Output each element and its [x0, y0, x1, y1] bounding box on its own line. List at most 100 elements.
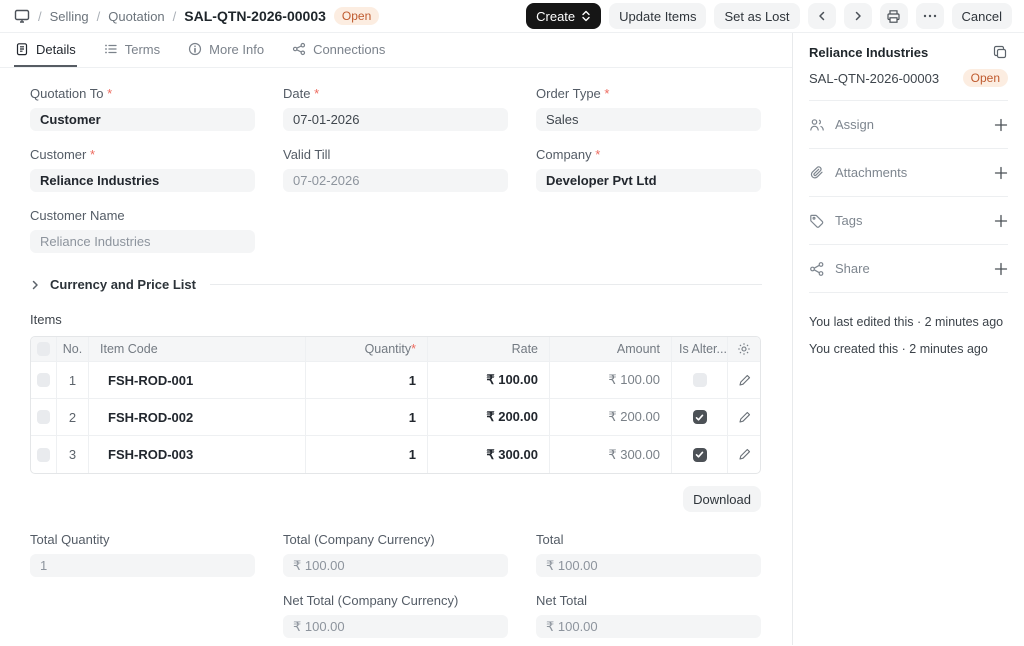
download-button[interactable]: Download: [683, 486, 761, 512]
is-alternative-checkbox[interactable]: [692, 410, 707, 424]
tab-details[interactable]: Details: [14, 33, 77, 67]
sidebar-item-tags[interactable]: Tags: [809, 197, 1008, 245]
total-company-currency-value: ₹ 100.00: [283, 554, 508, 577]
row-select-checkbox[interactable]: [37, 373, 50, 387]
row-select-checkbox[interactable]: [37, 410, 50, 424]
company-input[interactable]: Developer Pvt Ltd: [536, 169, 761, 192]
sidebar-attachments-label: Attachments: [835, 165, 908, 180]
create-button[interactable]: Create: [526, 3, 602, 29]
section-divider: [209, 284, 762, 285]
table-settings-gear-icon[interactable]: [728, 337, 760, 362]
field-date: Date 07-01-2026: [283, 86, 508, 131]
copy-icon[interactable]: [993, 45, 1008, 60]
breadcrumb-separator: /: [38, 8, 42, 24]
item-code-cell[interactable]: FSH-ROD-002: [89, 399, 306, 436]
is-alternative-checkbox[interactable]: [692, 447, 707, 462]
sidebar-assign-label: Assign: [835, 117, 875, 132]
tab-bar: Details Terms More Info Connections: [0, 33, 792, 68]
tab-details-label: Details: [36, 41, 76, 57]
field-quotation-to: Quotation To Customer: [30, 86, 255, 131]
sidebar-item-attachments[interactable]: Attachments: [809, 149, 1008, 197]
column-header-quantity: Quantity: [306, 337, 428, 362]
set-as-lost-button[interactable]: Set as Lost: [714, 3, 800, 29]
cancel-button[interactable]: Cancel: [951, 3, 1012, 29]
field-customer-name: Customer Name Reliance Industries: [30, 208, 255, 253]
field-valid-till: Valid Till 07-02-2026: [283, 147, 508, 192]
quotation-to-input[interactable]: Customer: [30, 108, 255, 131]
field-total-quantity: Total Quantity 1: [30, 532, 255, 577]
details-form: Quotation To Customer Date 07-01-2026 Or…: [0, 68, 792, 638]
quantity-cell[interactable]: 1: [306, 399, 428, 436]
total-label: Total: [536, 532, 564, 547]
column-header-amount: Amount: [550, 337, 672, 362]
tab-connections[interactable]: Connections: [291, 33, 386, 67]
next-document-button[interactable]: [843, 3, 872, 29]
field-net-total-company-currency: Net Total (Company Currency) ₹ 100.00: [283, 593, 508, 638]
add-share-plus-icon[interactable]: [994, 262, 1008, 276]
more-menu-button[interactable]: [915, 3, 944, 29]
tab-more-info-label: More Info: [209, 41, 265, 57]
totals-section: Total Quantity 1 Total (Company Currency…: [30, 532, 762, 638]
customer-name-input[interactable]: Reliance Industries: [30, 230, 255, 253]
total-company-currency-label: Total (Company Currency): [283, 532, 435, 547]
activity-edited-text: You last edited this · 2 minutes ago: [809, 315, 1004, 329]
sidebar-item-assign[interactable]: Assign: [809, 101, 1008, 149]
rate-cell[interactable]: ₹ 300.00: [428, 436, 550, 473]
add-attachment-plus-icon[interactable]: [994, 166, 1008, 180]
print-button[interactable]: [879, 3, 908, 29]
currency-price-list-section-title: Currency and Price List: [50, 277, 196, 292]
quantity-cell[interactable]: 1: [306, 436, 428, 473]
item-code-cell[interactable]: FSH-ROD-003: [89, 436, 306, 473]
select-all-checkbox[interactable]: [37, 342, 50, 356]
field-net-total: Net Total ₹ 100.00: [536, 593, 761, 638]
breadcrumb-quotation[interactable]: Quotation: [108, 8, 165, 24]
date-input[interactable]: 07-01-2026: [283, 108, 508, 131]
row-select-checkbox[interactable]: [37, 447, 50, 462]
currency-price-list-section-toggle[interactable]: Currency and Price List: [30, 277, 762, 292]
workspace-monitor-icon[interactable]: [14, 8, 30, 24]
update-items-button[interactable]: Update Items: [609, 3, 707, 29]
status-badge: Open: [333, 7, 380, 25]
tab-connections-label: Connections: [313, 41, 386, 57]
edit-row-pencil-icon[interactable]: [728, 436, 760, 473]
field-order-type: Order Type Sales: [536, 86, 761, 131]
topbar-actions: Create Update Items Set as Lost Cancel: [526, 3, 1012, 29]
breadcrumb: / Selling / Quotation / SAL-QTN-2026-000…: [14, 7, 380, 25]
table-row: 2 FSH-ROD-002 1 ₹ 200.00 ₹ 200.00: [31, 399, 760, 436]
tab-terms[interactable]: Terms: [103, 33, 161, 67]
order-type-input[interactable]: Sales: [536, 108, 761, 131]
customer-label: Customer: [30, 147, 255, 162]
quantity-cell[interactable]: 1: [306, 362, 428, 399]
field-customer: Customer Reliance Industries: [30, 147, 255, 192]
create-button-label: Create: [536, 8, 576, 24]
column-header-no: No.: [57, 337, 89, 362]
row-number: 3: [57, 436, 89, 473]
edit-row-pencil-icon[interactable]: [728, 362, 760, 399]
add-tag-plus-icon[interactable]: [994, 214, 1008, 228]
sidebar-item-share[interactable]: Share: [809, 245, 1008, 293]
total-quantity-label: Total Quantity: [30, 532, 110, 547]
order-type-label: Order Type: [536, 86, 761, 101]
edit-row-pencil-icon[interactable]: [728, 399, 760, 436]
main-panel: Details Terms More Info Connections Quot…: [0, 33, 792, 645]
rate-cell[interactable]: ₹ 100.00: [428, 362, 550, 399]
rate-cell[interactable]: ₹ 200.00: [428, 399, 550, 436]
net-total-company-currency-label: Net Total (Company Currency): [283, 593, 459, 608]
tab-more-info[interactable]: More Info: [187, 33, 265, 67]
main-field-grid: Quotation To Customer Date 07-01-2026 Or…: [30, 86, 762, 253]
valid-till-label: Valid Till: [283, 147, 331, 162]
breadcrumb-selling[interactable]: Selling: [49, 8, 89, 24]
sidebar-tags-label: Tags: [835, 213, 863, 228]
items-section-label: Items: [30, 312, 62, 327]
item-code-cell[interactable]: FSH-ROD-001: [89, 362, 306, 399]
right-sidebar: Reliance Industries SAL-QTN-2026-00003 O…: [792, 33, 1024, 645]
previous-document-button[interactable]: [807, 3, 836, 29]
ellipsis-icon: [923, 14, 937, 18]
is-alternative-checkbox[interactable]: [692, 373, 707, 387]
net-total-value: ₹ 100.00: [536, 615, 761, 638]
customer-input[interactable]: Reliance Industries: [30, 169, 255, 192]
add-assignment-plus-icon[interactable]: [994, 118, 1008, 132]
details-note-icon: [15, 42, 29, 56]
quotation-to-label: Quotation To: [30, 86, 255, 101]
valid-till-input[interactable]: 07-02-2026: [283, 169, 508, 192]
